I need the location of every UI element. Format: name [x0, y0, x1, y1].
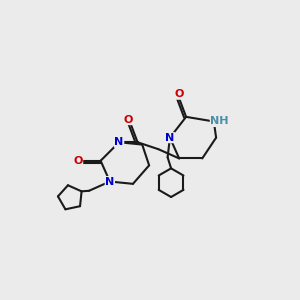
Text: O: O: [73, 156, 83, 166]
Text: O: O: [124, 115, 133, 124]
Text: N: N: [115, 137, 124, 147]
Text: O: O: [175, 89, 184, 99]
Text: NH: NH: [210, 116, 229, 127]
Text: N: N: [105, 176, 115, 187]
Text: N: N: [165, 133, 175, 142]
